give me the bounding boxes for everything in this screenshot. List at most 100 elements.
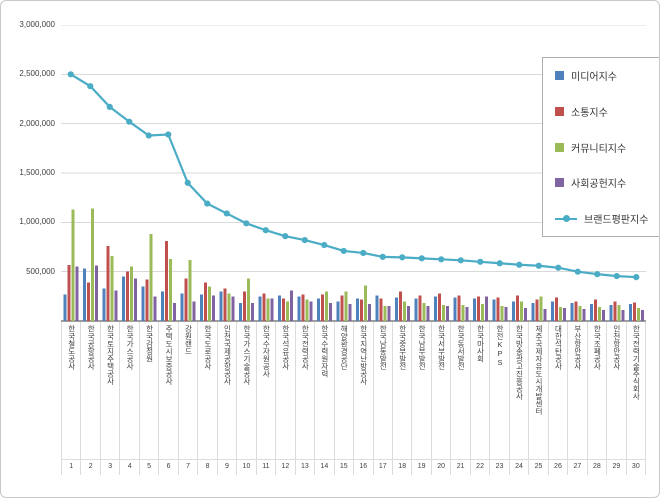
bar-media — [472, 298, 476, 321]
bar-media — [433, 296, 437, 321]
bar-communication — [437, 293, 441, 321]
x-label-text: 한국서부발전 — [437, 325, 447, 370]
bar-community — [558, 307, 562, 321]
x-rank: 23 — [490, 460, 510, 475]
x-label-text: 한국조폐공사 — [592, 325, 602, 370]
legend-item-brand: 브랜드평판지수 — [555, 211, 659, 226]
bar-communication — [515, 295, 519, 321]
bar-community — [402, 301, 406, 321]
bar-communication — [184, 278, 188, 321]
legend-item-communication: 소통지수 — [555, 104, 659, 119]
x-label-text: 한국남부발전 — [417, 325, 427, 370]
legend-dot-icon — [563, 215, 570, 222]
bar-social — [289, 290, 293, 321]
line-marker — [613, 273, 620, 280]
x-label: 한국전력공사 — [296, 322, 316, 460]
bar-communication — [554, 297, 558, 321]
legend-item-media: 미디어지수 — [555, 68, 659, 83]
bar-media — [316, 298, 320, 321]
x-label-text: 한국감정원 — [145, 325, 155, 363]
bar-media — [375, 295, 379, 321]
bar-communication — [223, 288, 227, 321]
x-label-text: 한국방송광고진흥공사 — [514, 325, 524, 400]
x-label-text: 한국전력공사 — [300, 325, 310, 370]
x-label: 인천항만공사 — [607, 322, 627, 460]
bar-social — [621, 310, 625, 321]
x-label-text: 한국토지주택공사 — [106, 325, 116, 385]
bar-social — [348, 304, 352, 321]
x-label-text: 인천항만공사 — [612, 325, 622, 370]
x-label: 한국토지주택공사 — [101, 322, 121, 460]
x-rank: 24 — [510, 460, 530, 475]
x-label-text: 인천국제공항공사 — [222, 325, 232, 385]
x-label: 한국전력기술주식회사 — [627, 322, 647, 460]
line-marker — [340, 247, 347, 255]
x-label-text: 한국도로공사 — [203, 325, 213, 370]
x-label: 한국동서발전 — [451, 322, 471, 460]
x-label: 한국석유공사 — [276, 322, 296, 460]
bar-media — [589, 304, 593, 321]
bar-social — [153, 296, 157, 321]
line-marker — [438, 256, 445, 263]
bar-community — [207, 286, 211, 321]
x-label-text: 한국수자원공사 — [261, 325, 271, 378]
bar-communication — [574, 301, 578, 321]
line-marker — [184, 179, 191, 186]
bar-media — [492, 299, 496, 321]
legend-swatch-icon — [555, 106, 564, 116]
bar-community — [71, 209, 75, 321]
bar-communication — [379, 298, 383, 321]
legend-label: 브랜드평판지수 — [584, 215, 649, 226]
bar-communication — [106, 246, 110, 321]
legend: 미디어지수 소통지수 커뮤니티지수 사회공헌지수 브랜드평판지수 — [542, 57, 659, 237]
x-label: 주택도시보증공사 — [159, 322, 179, 460]
x-label: 부산항만공사 — [568, 322, 588, 460]
bar-media — [258, 296, 262, 321]
bar-social — [484, 296, 488, 321]
x-label: 한국공항공사 — [81, 322, 101, 460]
x-rank: 8 — [198, 460, 218, 475]
y-tick-label: 2,500,000 — [19, 69, 55, 79]
bar-social — [328, 303, 332, 321]
bar-community — [246, 278, 250, 321]
bar-communication — [418, 295, 422, 321]
y-tick-label: 3,000,000 — [19, 20, 55, 29]
x-rank: 12 — [276, 460, 296, 475]
x-label: 제주국제자유도시개발센터 — [529, 322, 549, 460]
bar-media — [121, 276, 125, 321]
bar-communication — [262, 293, 266, 321]
x-label-text: 부산항만공사 — [573, 325, 583, 370]
x-label-text: 해양환경공단 — [339, 325, 349, 370]
bar-community — [168, 258, 172, 321]
x-label: 대한석탄공사 — [549, 322, 569, 460]
line-marker — [223, 210, 230, 217]
bar-community — [597, 307, 601, 321]
line-marker — [360, 249, 367, 257]
x-axis-labels: 한국철도공사 한국공항공사 한국토지주택공사 한국가스공사 한국감정원 주택도시보증공사 강… — [61, 321, 647, 460]
bar-media — [238, 303, 242, 321]
bar-community — [266, 298, 270, 321]
bar-media — [453, 297, 457, 321]
line-marker — [379, 253, 386, 260]
bar-social — [445, 306, 449, 321]
bar-social — [426, 306, 430, 321]
bar-communication — [125, 271, 129, 321]
bar-community — [578, 306, 582, 321]
bar-communication — [301, 294, 305, 321]
bar-communication — [398, 291, 402, 321]
bar-social — [270, 298, 274, 321]
x-label-text: 한국중부발전 — [398, 325, 408, 370]
x-label-text: 대한석탄공사 — [553, 325, 563, 370]
bar-social — [192, 301, 196, 321]
bar-social — [211, 295, 215, 321]
x-rank: 18 — [393, 460, 413, 475]
bar-media — [609, 305, 613, 321]
line-marker — [477, 258, 484, 265]
x-label: 인천국제공항공사 — [218, 322, 238, 460]
bar-communication — [593, 299, 597, 321]
x-label-text: 한전KPS — [495, 325, 505, 367]
bar-communication — [86, 282, 90, 321]
x-label: 한국중부발전 — [393, 322, 413, 460]
line-marker — [262, 227, 269, 234]
line-marker — [321, 241, 328, 249]
